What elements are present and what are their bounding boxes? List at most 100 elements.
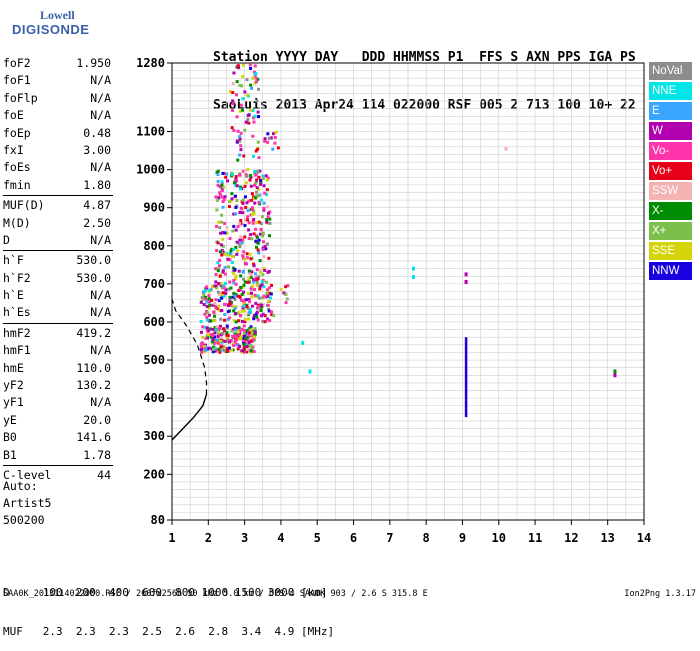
echo-point [227,346,231,350]
echo-point [234,212,238,216]
echo-point [225,333,229,337]
echo-point [208,327,212,331]
echo-point [249,108,253,112]
echo-point [216,269,220,273]
echo-point [256,140,260,144]
param-row: D N/A [3,232,113,249]
param-value: N/A [90,160,111,175]
isolated-echo [308,369,312,374]
echo-point [207,297,211,301]
echo-point [241,254,245,258]
echo-point [257,238,261,242]
echo-point [222,294,226,298]
isolated-echo [411,266,415,271]
echo-point [212,310,216,314]
param-row: h`F2 530.0 [3,270,113,287]
echo-point [269,296,273,300]
echo-point [232,292,236,296]
echo-point [217,341,221,345]
echo-point [216,172,220,176]
echo-point [218,258,222,262]
echo-point [231,81,235,85]
echo-point [248,63,252,67]
echo-point [255,147,259,151]
echo-point [231,348,235,352]
isolated-echo [464,272,468,277]
echo-point [219,243,223,247]
echo-point [282,291,286,295]
echo-point [249,339,253,343]
param-value: 1.80 [83,177,111,192]
echo-point [244,120,248,124]
echo-point [266,211,270,215]
echo-point [239,222,243,226]
echo-point [284,285,288,289]
echo-point [243,195,247,199]
logo-line1: Lowell [40,8,75,22]
param-name: h`F [3,253,24,268]
echo-point [233,268,237,272]
echo-point [266,294,270,298]
echo-point [239,131,243,135]
echo-point [201,325,205,329]
echo-point [256,241,260,245]
x-tick-label: 9 [459,531,466,545]
header-labels: Station YYYY DAY DDD HHMMSS P1 FFS S AXN… [213,50,636,65]
echo-point [228,258,232,262]
echo-point [203,289,207,293]
echo-point [236,249,240,253]
echo-point [253,182,257,186]
echo-point [214,328,218,332]
echo-point [236,225,240,229]
echo-point [216,241,220,245]
echo-point [237,66,241,70]
echo-point [216,261,220,265]
echo-point [214,267,218,271]
echo-point [213,319,217,323]
echo-point [247,199,251,203]
param-name: hmF1 [3,343,31,358]
echo-point [217,196,221,200]
echo-point [265,205,269,209]
echo-point [245,78,249,82]
auto-code: 500200 [3,513,45,527]
echo-point [239,285,243,289]
echo-point [227,253,231,257]
param-name: h`F2 [3,270,31,285]
echo-point [235,65,239,69]
echo-point [241,269,245,273]
echo-point [207,313,211,317]
echo-point [269,292,273,296]
echo-point [266,132,270,136]
y-tick-label: 200 [143,467,165,481]
echo-point [262,294,266,298]
echo-point [270,283,274,287]
echo-point [205,300,209,304]
echo-point [253,327,257,331]
echo-point [241,198,245,202]
echo-point [257,175,261,179]
echo-point [235,115,239,119]
echo-point [221,291,225,295]
echo-point [221,244,225,248]
echo-point [220,253,224,257]
echo-point [223,231,227,235]
echo-point [246,114,250,118]
echo-point [241,97,245,101]
echo-point [267,307,271,311]
x-tick-label: 7 [386,531,393,545]
electron-density-profile [171,394,208,441]
echo-point [226,349,230,353]
echo-point [236,129,240,133]
echo-point [239,206,243,210]
param-row: fmin 1.80 [3,177,113,194]
echo-point [266,140,270,144]
echo-point [254,196,258,200]
isolated-echo [301,340,305,345]
isolated-echo [504,146,508,151]
echo-point [250,346,254,350]
echo-point [231,229,235,233]
echo-point [214,298,218,302]
echo-point [256,110,260,114]
echo-point [259,222,263,226]
